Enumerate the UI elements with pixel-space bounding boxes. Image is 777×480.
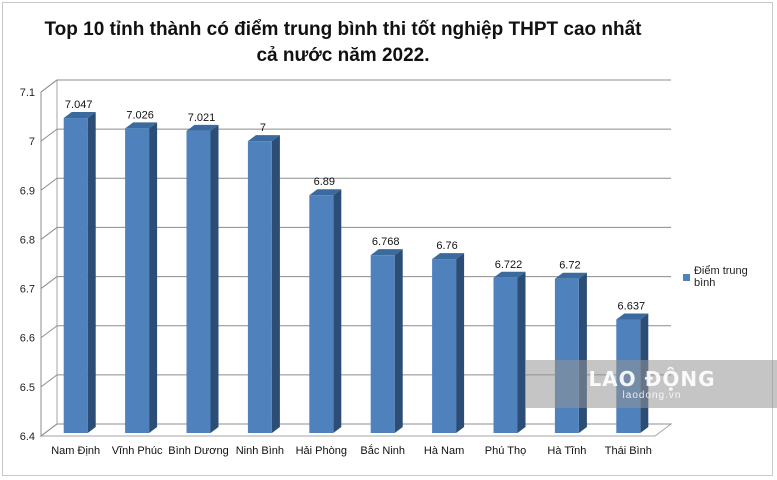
- gridline-slant: [40, 79, 58, 93]
- x-tick-label: Hà Tĩnh: [547, 445, 586, 457]
- bar-side: [87, 112, 96, 433]
- bar: [554, 278, 579, 433]
- bar-side: [149, 122, 158, 433]
- bar-side: [271, 135, 280, 433]
- watermark: LAO ĐỘNG laodong.vn: [525, 360, 777, 408]
- x-tick-label: Ninh Bình: [236, 445, 284, 457]
- data-label: 7: [260, 122, 266, 134]
- bar-top: [370, 249, 403, 256]
- data-label: 6.72: [559, 260, 580, 272]
- bar: [493, 277, 518, 433]
- data-label: 7.021: [188, 112, 216, 124]
- legend: Điểm trung bình: [683, 265, 772, 289]
- bar: [186, 130, 211, 433]
- y-tick-label: 6.4: [20, 431, 35, 443]
- y-tick-label: 6.5: [20, 382, 35, 394]
- legend-swatch: [683, 273, 690, 281]
- chart-title: Top 10 tỉnh thành có điểm trung bình thi…: [44, 19, 642, 66]
- data-label: 6.722: [495, 259, 523, 271]
- side-wall: [40, 79, 58, 437]
- x-tick-label: Hà Nam: [424, 445, 464, 457]
- x-tick-label: Bình Dương: [168, 445, 228, 457]
- bar-top: [247, 135, 280, 142]
- data-label: 6.637: [618, 301, 646, 313]
- gridline-slant: [40, 276, 58, 289]
- watermark-logo: LAO ĐỘNG: [588, 367, 716, 391]
- gridline-slant: [40, 227, 58, 240]
- watermark-url: laodong.vn: [622, 390, 682, 401]
- legend-label: Điểm trung bình: [693, 265, 748, 289]
- bar: [247, 141, 272, 433]
- bar: [370, 255, 395, 433]
- data-label: 6.768: [372, 236, 400, 248]
- bar: [125, 128, 150, 433]
- x-tick-label: Vĩnh Phúc: [112, 445, 163, 457]
- bar-side: [456, 253, 465, 433]
- bar-top: [493, 271, 526, 278]
- bar-top: [616, 313, 649, 320]
- data-label: 7.047: [65, 99, 93, 111]
- data-label: 7.026: [126, 109, 154, 121]
- x-tick-label: Phú Thọ: [485, 445, 526, 457]
- bar-top: [125, 122, 158, 129]
- bar-top: [554, 272, 587, 279]
- bar-side: [517, 271, 526, 433]
- bar-side: [210, 124, 219, 433]
- bar-side: [578, 272, 587, 433]
- bar: [309, 195, 334, 433]
- y-tick-label: 6.9: [20, 185, 35, 197]
- gridline-slant: [40, 374, 58, 388]
- bar-top: [63, 112, 96, 119]
- bar-top: [309, 189, 342, 196]
- x-tick-label: Hải Phòng: [296, 445, 347, 457]
- y-tick-label: 6.7: [20, 284, 35, 296]
- x-tick-label: Thái Bình: [605, 445, 652, 457]
- bar-side: [333, 189, 342, 433]
- bar-top: [186, 124, 219, 131]
- data-label: 6.76: [436, 240, 457, 252]
- y-tick-label: 7: [29, 136, 35, 148]
- y-tick-label: 7.1: [20, 87, 35, 99]
- bar: [432, 259, 457, 433]
- bar-side: [394, 249, 403, 433]
- y-tick-label: 6.6: [20, 333, 35, 345]
- x-tick-label: Bắc Ninh: [360, 444, 405, 457]
- gridline-slant: [40, 128, 58, 142]
- bar: [63, 118, 88, 433]
- y-tick-label: 6.8: [20, 234, 35, 246]
- gridline-slant: [40, 423, 58, 437]
- gridline-slant: [40, 177, 58, 191]
- gridline-slant: [40, 325, 58, 339]
- bar-top: [432, 253, 465, 260]
- data-label: 6.89: [314, 176, 335, 188]
- x-tick-label: Nam Định: [51, 445, 100, 457]
